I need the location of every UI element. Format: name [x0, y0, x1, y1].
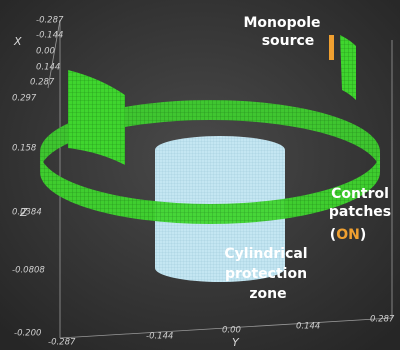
tick-label: 0.00: [36, 47, 55, 57]
tick-label: 0.158: [12, 144, 37, 154]
annotation: patches: [329, 204, 391, 220]
monopole-source: [329, 35, 334, 60]
annotation: zone: [249, 286, 286, 302]
tick-label: -0.200: [14, 329, 41, 339]
render-view: X-0.287-0.1440.000.1440.287Z0.2970.1580.…: [0, 0, 400, 350]
annotation: (ON): [330, 227, 366, 243]
annotation: source: [262, 33, 315, 49]
tick-label: 0.287: [30, 78, 55, 88]
tick-label: -0.144: [146, 332, 173, 342]
annotation: Control: [331, 186, 389, 202]
tick-label: 0.287: [370, 315, 395, 325]
state: ON: [336, 227, 360, 243]
tick-label: -0.287: [48, 338, 76, 348]
tick-label: 0.144: [296, 322, 320, 332]
axis-label: X: [13, 35, 22, 48]
annotation: Cylindrical: [224, 246, 307, 262]
tick-label: 0.0384: [12, 208, 42, 218]
tick-label: 0.144: [36, 63, 60, 73]
tick-label: -0.287: [36, 16, 64, 26]
tick-label: -0.0808: [12, 266, 45, 276]
tick-label: -0.144: [36, 31, 63, 41]
annotation: Monopole: [243, 15, 320, 31]
annotation: protection: [225, 266, 307, 282]
tick-label: 0.297: [12, 94, 37, 104]
paren: ): [360, 227, 366, 243]
tick-label: 0.00: [222, 326, 241, 336]
